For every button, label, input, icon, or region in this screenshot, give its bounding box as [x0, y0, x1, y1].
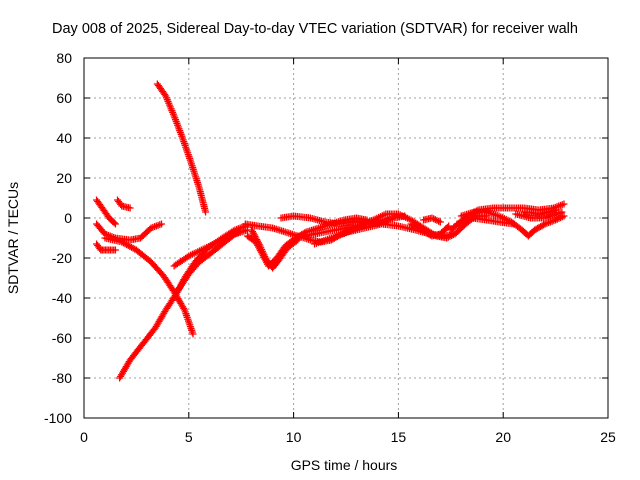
data-point [552, 206, 560, 214]
series-track-2 [114, 196, 134, 212]
data-point [555, 214, 563, 222]
data-point [560, 200, 568, 208]
data-point [250, 231, 258, 239]
data-point [552, 216, 560, 224]
data-marks [93, 80, 568, 382]
data-point [560, 212, 568, 220]
y-tick-label: 60 [56, 90, 72, 106]
data-point [172, 290, 180, 298]
y-tick-label: -100 [44, 410, 72, 426]
y-tick-label: 20 [56, 170, 72, 186]
data-point [446, 232, 454, 240]
data-point [126, 204, 134, 212]
data-point [431, 216, 439, 224]
data-point [111, 246, 119, 254]
data-point [444, 233, 452, 241]
chart-title: Day 008 of 2025, Sidereal Day-to-day VTE… [52, 21, 578, 37]
data-point [510, 220, 518, 228]
y-tick-label: -80 [52, 370, 72, 386]
data-point [254, 237, 262, 245]
data-point [540, 221, 548, 229]
y-tick-label: -20 [52, 250, 72, 266]
axis-ticks: 0 5 10 15 20 25 -100 -80 -60 -40 -20 0 20 40 60 80 [44, 50, 616, 445]
data-point [180, 304, 188, 312]
data-point [433, 216, 441, 224]
series-track-12 [248, 226, 302, 272]
series-track-18 [420, 214, 444, 226]
x-tick-label: 10 [286, 429, 302, 445]
y-tick-label: -60 [52, 330, 72, 346]
data-point [249, 228, 257, 236]
x-axis-label: GPS time / hours [291, 457, 398, 473]
data-point [158, 220, 166, 228]
series-track-21 [453, 214, 518, 228]
data-point [553, 215, 561, 223]
x-tick-label: 25 [600, 429, 616, 445]
grid-lines [84, 58, 608, 418]
data-point [230, 231, 238, 239]
series-track-9 [174, 226, 251, 294]
series-track-4 [93, 220, 166, 244]
data-point [248, 226, 256, 234]
x-tick-label: 5 [185, 429, 193, 445]
y-axis-label: SDTVAR / TECUs [5, 182, 21, 294]
x-tick-label: 15 [391, 429, 407, 445]
data-point [254, 239, 262, 247]
y-tick-label: 80 [56, 50, 72, 66]
y-tick-label: 0 [64, 210, 72, 226]
series-track-5 [101, 234, 197, 338]
data-point [253, 236, 261, 244]
data-point [251, 232, 259, 240]
x-tick-label: 20 [495, 429, 511, 445]
data-point [252, 234, 260, 242]
data-point [448, 232, 456, 240]
data-point [294, 236, 302, 244]
data-point [436, 218, 444, 226]
series-track-3 [93, 240, 119, 254]
y-tick-label: -40 [52, 290, 72, 306]
series-track-1 [93, 196, 119, 228]
data-point [110, 219, 118, 227]
data-point [255, 240, 263, 248]
series-track-7 [153, 80, 210, 216]
data-point [189, 330, 197, 338]
data-point [428, 214, 436, 222]
data-point [435, 217, 443, 225]
data-point [443, 234, 451, 242]
data-point [249, 229, 257, 237]
plot-frame [83, 57, 609, 419]
series-track-20 [457, 208, 568, 240]
y-tick-label: 40 [56, 130, 72, 146]
data-point [111, 220, 119, 228]
data-point [292, 237, 300, 245]
series-track-17 [407, 220, 453, 240]
data-point [558, 208, 566, 216]
data-point [430, 215, 438, 223]
x-tick-label: 0 [80, 429, 88, 445]
data-point [445, 222, 453, 230]
series-track-23 [520, 206, 560, 218]
data-point [202, 208, 210, 216]
